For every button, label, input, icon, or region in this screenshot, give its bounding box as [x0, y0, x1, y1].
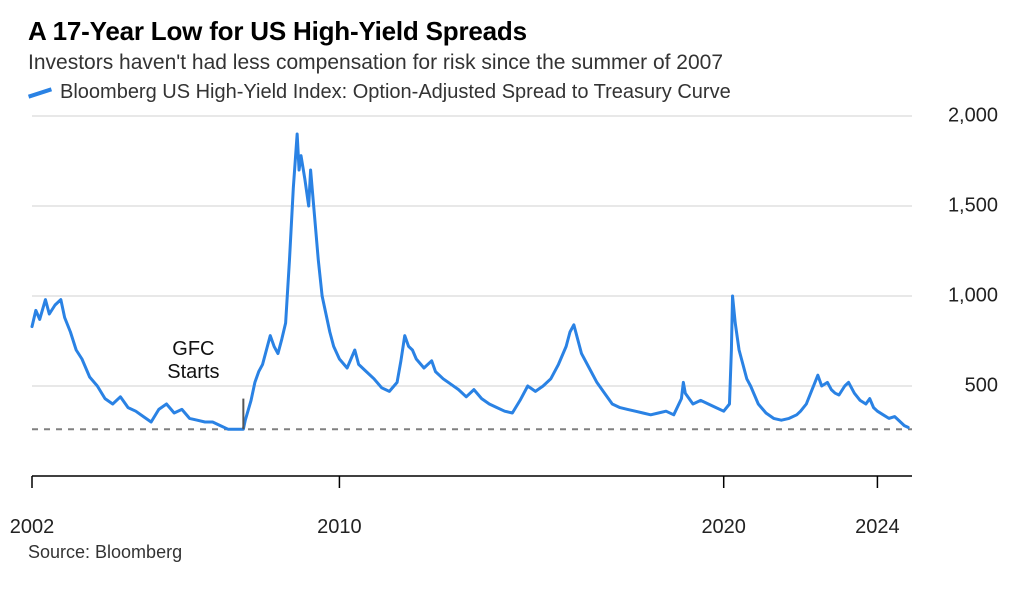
x-tick-label: 2024: [855, 516, 900, 539]
gfc-annotation: GFC Starts: [167, 338, 219, 384]
chart-frame: A 17-Year Low for US High-Yield Spreads …: [0, 0, 1022, 591]
x-axis-labels: 2002201020202024: [28, 502, 994, 526]
chart-subtitle: Investors haven't had less compensation …: [28, 51, 994, 75]
chart-source: Source: Bloomberg: [28, 542, 994, 563]
chart-svg: [28, 108, 994, 498]
y-tick-label: 2,000: [928, 105, 998, 128]
legend-label: Bloomberg US High-Yield Index: Option-Ad…: [60, 81, 731, 104]
x-tick-label: 2010: [317, 516, 362, 539]
y-tick-label: 500: [928, 375, 998, 398]
legend-line-icon: [28, 87, 52, 98]
x-tick-label: 2002: [10, 516, 55, 539]
chart-title: A 17-Year Low for US High-Yield Spreads: [28, 16, 994, 47]
y-tick-label: 1,500: [928, 195, 998, 218]
x-tick-label: 2020: [701, 516, 746, 539]
chart-plot-area: 5001,0001,5002,000 2002201020202024 GFC …: [28, 108, 994, 498]
y-axis-labels: 500 1,000 1,500 2,000: [928, 108, 998, 498]
y-tick-label: 1,000: [928, 285, 998, 308]
legend: Bloomberg US High-Yield Index: Option-Ad…: [28, 81, 994, 104]
